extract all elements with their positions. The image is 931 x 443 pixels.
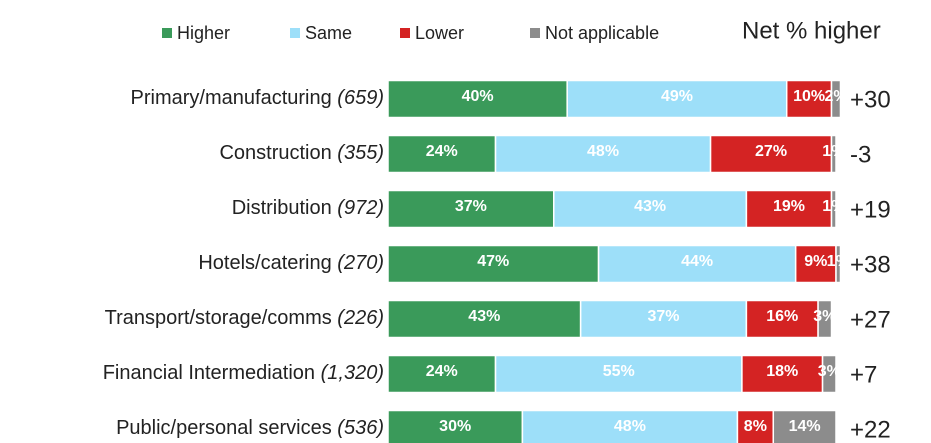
net-label: +30 (850, 86, 891, 113)
data-label: 8% (744, 418, 767, 435)
net-title: Net % higher (742, 17, 881, 44)
legend-swatch (530, 28, 540, 38)
bar-segment (821, 354, 837, 394)
data-label: 37% (648, 308, 680, 325)
net-label: +38 (850, 251, 891, 278)
legend-label: Not applicable (545, 23, 659, 43)
data-label: 40% (462, 88, 494, 105)
data-label: 48% (587, 143, 619, 160)
category-name: Primary/manufacturing (131, 87, 332, 109)
data-label: 49% (661, 88, 693, 105)
bar-segment (835, 244, 842, 284)
data-label: 18% (766, 363, 798, 380)
data-label: 48% (614, 418, 646, 435)
bar-segment (709, 134, 833, 174)
bar-segment (553, 189, 748, 229)
category-count: (659) (337, 87, 384, 109)
data-label: 1% (822, 143, 845, 160)
data-label: 3% (818, 363, 841, 380)
bar-segment (494, 134, 712, 174)
legend-swatch (162, 28, 172, 38)
data-label: 44% (681, 253, 713, 270)
net-label: -3 (850, 141, 871, 168)
bar-segment (597, 244, 797, 284)
data-label: 47% (477, 253, 509, 270)
legend-label: Same (305, 23, 352, 43)
category-name: Distribution (232, 197, 332, 219)
data-label: 24% (426, 363, 458, 380)
bar-segment (387, 189, 555, 229)
bar-segment (387, 79, 568, 119)
bar-segment (494, 354, 743, 394)
data-label: 24% (426, 143, 458, 160)
category-label: Primary/manufacturing (659) (131, 87, 384, 109)
bar-segment (387, 354, 497, 394)
category-label: Transport/storage/comms (226) (105, 307, 384, 329)
category-count: (1,320) (321, 362, 384, 384)
category-label: Hotels/catering (270) (198, 252, 384, 274)
category-count: (355) (337, 142, 384, 164)
category-count: (972) (337, 197, 384, 219)
bar-segment (387, 299, 582, 339)
net-label: +19 (850, 196, 891, 223)
data-label: 1% (827, 253, 850, 270)
data-label: 19% (773, 198, 805, 215)
net-label: +22 (850, 416, 891, 443)
category-name: Transport/storage/comms (105, 307, 332, 329)
category-name: Construction (219, 142, 331, 164)
category-name: Public/personal services (116, 417, 332, 439)
legend-swatch (400, 28, 410, 38)
bar-segment (772, 409, 837, 443)
category-label: Public/personal services (536) (116, 417, 384, 439)
category-label: Construction (355) (219, 142, 384, 164)
bar-segment (387, 409, 524, 443)
legend-swatch (290, 28, 300, 38)
bar-segment (741, 354, 824, 394)
net-label: +27 (850, 306, 891, 333)
data-label: 10% (793, 88, 825, 105)
bar-segment (785, 79, 833, 119)
category-label: Distribution (972) (232, 197, 384, 219)
category-count: (270) (337, 252, 384, 274)
data-label: 55% (603, 363, 635, 380)
net-label: +7 (850, 361, 877, 388)
category-count: (226) (337, 307, 384, 329)
data-label: 43% (468, 308, 500, 325)
legend-label: Lower (415, 23, 464, 43)
bar-segment (830, 189, 837, 229)
data-label: 2% (824, 88, 847, 105)
legend-label: Higher (177, 23, 230, 43)
bar-segment (830, 134, 837, 174)
bar-segment (817, 299, 833, 339)
category-name: Financial Intermediation (103, 362, 315, 384)
data-label: 43% (634, 198, 666, 215)
bar-segment (745, 189, 833, 229)
data-label: 30% (439, 418, 471, 435)
bar-segment (579, 299, 748, 339)
data-label: 9% (804, 253, 827, 270)
data-label: 14% (789, 418, 821, 435)
data-label: 16% (766, 308, 798, 325)
bar-segment (830, 79, 842, 119)
data-label: 1% (822, 198, 845, 215)
bar-segment (566, 79, 788, 119)
data-label: 37% (455, 198, 487, 215)
category-label: Financial Intermediation (1,320) (103, 362, 384, 384)
data-label: 3% (813, 308, 836, 325)
category-count: (536) (337, 417, 384, 439)
bar-segment (745, 299, 819, 339)
data-label: 27% (755, 143, 787, 160)
category-name: Hotels/catering (198, 252, 331, 274)
